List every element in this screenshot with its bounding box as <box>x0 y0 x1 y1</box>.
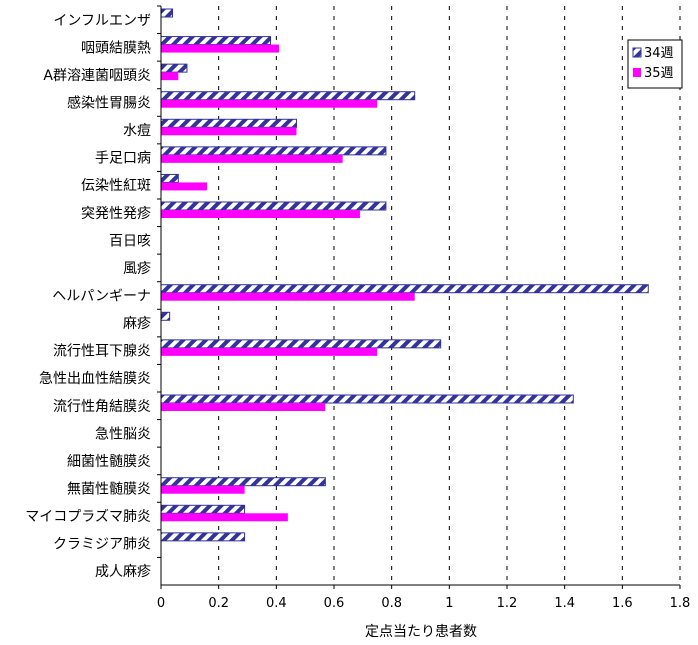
x-tick-labels: 0 0.2 0.4 0.6 0.8 1 1.2 1.4 1.6 1.8 <box>157 596 690 611</box>
bar-35週 <box>161 44 280 53</box>
category-label: 流行性角結膜炎 <box>53 399 151 415</box>
bar-34週 <box>160 91 416 101</box>
legend-label: 34週 <box>644 46 674 61</box>
category-label: 麻疹 <box>123 316 151 332</box>
bars-layer <box>160 8 649 542</box>
category-label: 手足口病 <box>95 151 151 167</box>
bar-35週 <box>161 127 297 136</box>
bar-34週 <box>160 284 649 294</box>
bar-35週 <box>161 292 415 301</box>
bar-35週 <box>161 513 288 522</box>
category-label: A群溶連菌咽頭炎 <box>43 68 151 84</box>
bar-34週 <box>160 477 326 487</box>
bar-34週 <box>160 394 574 404</box>
x-tick-label: 0.4 <box>266 596 287 611</box>
bar-35週 <box>161 347 378 356</box>
bar-35週 <box>161 99 378 108</box>
category-label: 風疹 <box>123 261 151 277</box>
bar-34週 <box>160 201 387 211</box>
bar-34週 <box>160 339 442 349</box>
bar-35週 <box>161 154 343 163</box>
bar-35週 <box>161 210 360 218</box>
category-label: 無菌性髄膜炎 <box>67 482 151 498</box>
category-label: 咽頭結膜熱 <box>81 40 151 56</box>
category-label: 流行性耳下腺炎 <box>53 344 151 360</box>
bar-34週 <box>160 146 387 156</box>
category-label: クラミジア肺炎 <box>53 537 151 553</box>
category-label: 突発性発疹 <box>81 206 151 222</box>
category-label: インフルエンザ <box>53 13 151 29</box>
category-label: マイコプラズマ肺炎 <box>25 509 151 525</box>
bar-34週 <box>160 532 246 542</box>
x-tick-label: 0.6 <box>324 596 345 611</box>
x-tick-label: 0 <box>157 596 165 611</box>
category-label: 急性脳炎 <box>95 426 151 442</box>
x-tick-label: 1 <box>445 596 453 611</box>
bar-34週 <box>160 118 298 128</box>
bar-34週 <box>160 8 174 18</box>
category-label: 細菌性髄膜炎 <box>67 454 151 470</box>
category-label: ヘルパンギーナ <box>52 289 151 305</box>
x-tick-label: 1.4 <box>554 596 575 611</box>
bar-35週 <box>161 182 208 191</box>
category-label: 感染性胃腸炎 <box>67 95 151 112</box>
bar-34週 <box>160 311 171 321</box>
x-tick-label: 0.8 <box>381 596 402 611</box>
category-label: 水痘 <box>123 123 151 139</box>
x-axis-title: 定点当たり患者数 <box>365 624 477 640</box>
bar-34週 <box>160 36 272 46</box>
category-label: 急性出血性結膜炎 <box>39 371 151 387</box>
x-tick-label: 1.6 <box>612 596 633 611</box>
axis-layer <box>157 5 681 589</box>
bar-35週 <box>161 403 326 411</box>
legend-label: 35週 <box>644 66 674 81</box>
x-tick-label: 0.2 <box>208 596 229 611</box>
category-label: 百日咳 <box>109 233 151 249</box>
legend-swatch <box>633 68 641 77</box>
x-tick-label: 1.2 <box>497 596 518 611</box>
category-label: 伝染性紅斑 <box>81 178 151 194</box>
category-label: 成人麻疹 <box>95 564 151 580</box>
legend-swatch <box>632 47 642 58</box>
bar-35週 <box>161 72 179 81</box>
bar-34週 <box>160 173 179 183</box>
bar-35週 <box>161 485 245 494</box>
x-tick-label: 1.8 <box>670 596 691 611</box>
bar-34週 <box>160 504 246 514</box>
bar-34週 <box>160 63 188 73</box>
